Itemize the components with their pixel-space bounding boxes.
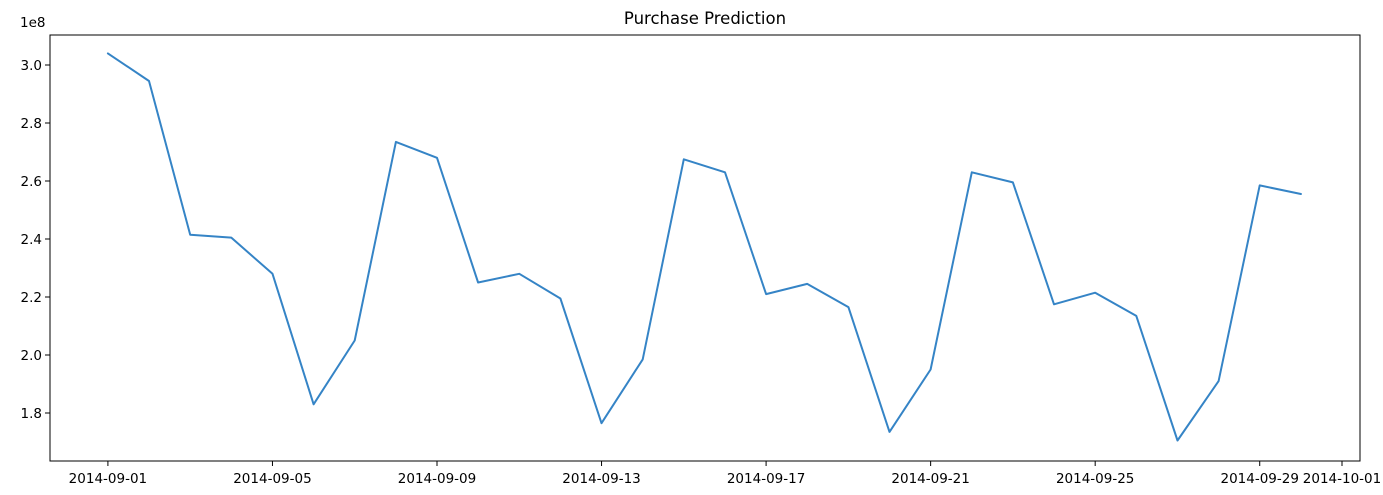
x-axis: 2014-09-01 2014-09-05 2014-09-09 2014-09-13…	[69, 461, 1381, 487]
x-tick-label: 2014-09-25	[1056, 471, 1134, 487]
y-tick-label: 2.0	[21, 348, 42, 364]
y-tick-label: 2.8	[21, 116, 42, 132]
y-tick-label: 2.4	[21, 232, 42, 248]
y-tick-label: 3.0	[21, 58, 42, 74]
x-tick-label: 2014-09-17	[727, 471, 805, 487]
y-axis: 1.8 2.0 2.2 2.4 2.6 2.8 3.0	[21, 58, 50, 422]
y-tick-label: 2.2	[21, 290, 42, 306]
x-tick-label: 2014-09-05	[233, 471, 311, 487]
x-tick-label: 2014-09-29	[1220, 471, 1298, 487]
x-tick-label: 2014-09-13	[562, 471, 640, 487]
y-tick-label: 2.6	[21, 174, 42, 190]
x-tick-label: 2014-10-01	[1303, 471, 1381, 487]
plot-area-frame	[49, 34, 1361, 462]
y-tick-label: 1.8	[21, 406, 42, 422]
x-tick-label: 2014-09-01	[69, 471, 147, 487]
series-line	[106, 52, 1302, 442]
chart-title: Purchase Prediction	[624, 9, 786, 28]
y-axis-offset-label: 1e8	[20, 15, 45, 31]
x-tick-label: 2014-09-21	[891, 471, 969, 487]
x-tick-label: 2014-09-09	[398, 471, 476, 487]
